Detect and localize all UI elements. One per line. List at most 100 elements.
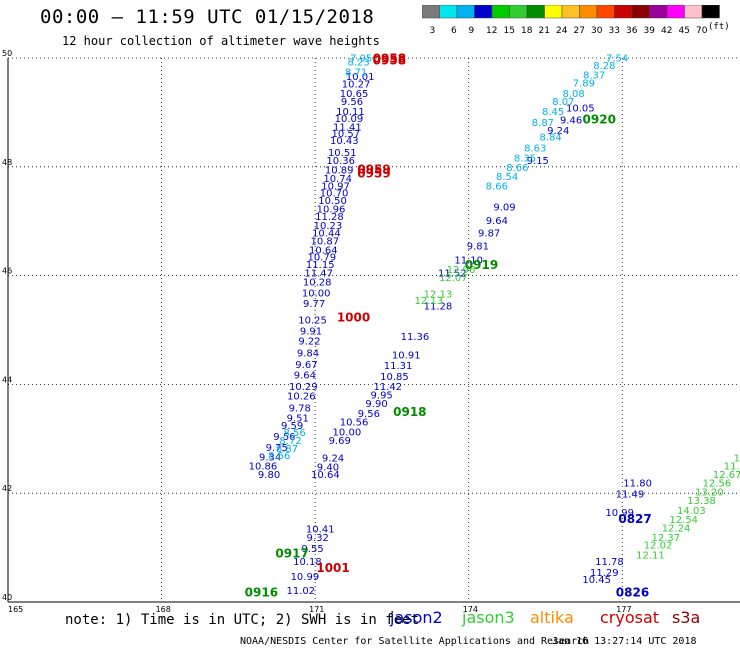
data-point-label: 10.89 [325, 165, 354, 176]
chart-subtitle: 12 hour collection of altimeter wave hei… [62, 34, 380, 48]
data-point-label: 10.29 [289, 382, 318, 393]
data-point-label: 11.15 [306, 260, 335, 271]
data-point-label: 9.90 [365, 399, 387, 410]
x-tick-label: 171 [309, 605, 324, 614]
data-point-label: 10.91 [392, 350, 421, 361]
colorbar-label: 24 [556, 26, 568, 36]
data-point-label: 11.80 [623, 479, 652, 490]
data-point-label: 10.25 [298, 315, 327, 326]
data-point-label: 11.42 [374, 382, 403, 393]
data-point-label: 8.37 [583, 71, 605, 82]
pass-time-annotation: 0826 [616, 586, 649, 600]
data-point-label: 9.34 [259, 453, 281, 464]
pass-time-annotation: 0920 [583, 112, 616, 126]
x-tick-label: 177 [616, 605, 631, 614]
colorbar-label: 70 [696, 26, 708, 36]
data-point-label: 8.23 [348, 58, 370, 69]
y-tick-label: 48 [2, 158, 12, 167]
data-point-label: 10.43 [330, 136, 359, 147]
data-point-label: 9.64 [486, 216, 508, 227]
data-point-label: 12.96 [447, 265, 476, 276]
data-point-label: 10.85 [380, 372, 409, 383]
data-point-label: 9.95 [371, 391, 393, 402]
data-point-label: 9.67 [295, 360, 317, 371]
data-point-label: 13.20 [695, 487, 724, 498]
data-point-label: 9.22 [298, 337, 320, 348]
colorbar-label: 18 [521, 26, 533, 36]
colorbar-unit: (ft) [708, 22, 730, 32]
colorbar-label: 6 [451, 26, 457, 36]
legend-jason3: jason3 [462, 608, 515, 627]
data-point-label: 8.45 [542, 107, 564, 118]
data-point-label: 9.78 [289, 404, 311, 415]
data-point-label: 10.86 [249, 461, 278, 472]
data-point-label: 10.65 [340, 89, 369, 100]
colorbar-label: 36 [626, 26, 638, 36]
y-tick-label: 46 [2, 267, 12, 276]
data-point-label: 10.56 [340, 418, 369, 429]
pass-time-annotation: 0959 [357, 167, 390, 181]
data-point-label: 9.56 [358, 409, 380, 420]
data-point-label: 10.87 [311, 237, 340, 248]
data-point-label: 8.71 [345, 67, 367, 78]
data-point-label: 10.09 [335, 114, 364, 125]
pass-time-annotation: 1000 [337, 310, 370, 324]
data-point-label: 10.57 [332, 129, 361, 140]
data-point-label: 10.18 [293, 557, 322, 568]
data-point-label: 9.56 [341, 97, 363, 108]
x-tick-label: 168 [156, 605, 171, 614]
pass-time-annotation: 0916 [245, 586, 278, 600]
data-point-label: 8.63 [524, 144, 546, 155]
pass-time-annotation: 0917 [275, 546, 308, 560]
data-point-label: 9.56 [273, 432, 295, 443]
data-point-label: 12.07 [439, 273, 468, 284]
colorbar-label: 12 [486, 26, 497, 36]
pass-time-annotation: 0958 [373, 51, 406, 65]
data-point-label: 10.99 [605, 508, 634, 519]
data-point-label: 11.78 [595, 557, 624, 568]
data-point-label: 12.13 [424, 289, 453, 300]
data-point-label: 10.45 [582, 575, 611, 586]
x-tick-label: 165 [8, 605, 23, 614]
data-point-label: 13 [734, 454, 740, 465]
data-point-label: 8.56 [284, 428, 306, 439]
colorbar-label: 27 [574, 26, 585, 36]
data-point-label: 10.51 [328, 148, 357, 159]
data-point-label: 12.13 [414, 296, 443, 307]
data-point-label: 9.91 [300, 326, 322, 337]
data-point-label: 12.37 [651, 533, 680, 544]
data-point-label: 13.38 [687, 496, 716, 507]
data-point-label: 9.51 [287, 413, 309, 424]
data-point-label: 9.15 [527, 156, 549, 167]
data-point-label: 9.55 [301, 544, 323, 555]
colorbar-label: 3 [430, 26, 436, 36]
data-point-label: 9.77 [303, 299, 325, 310]
data-point-label: 8.56 [268, 451, 290, 462]
data-point-label: 10.50 [318, 196, 347, 207]
data-point-label: 10.00 [333, 428, 362, 439]
data-point-label: 10.70 [320, 189, 349, 200]
data-point-label: 10.79 [307, 252, 336, 263]
generated-timestamp: Jan 16 13:27:14 UTC 2018 [552, 636, 697, 647]
data-point-label: 8.66 [486, 182, 508, 193]
colorbar-label: 42 [661, 26, 672, 36]
data-point-label: 12.54 [669, 515, 698, 526]
pass-time-annotation: 0919 [465, 258, 498, 272]
data-point-label: 8.87 [532, 118, 554, 129]
data-point-label: 9.87 [478, 228, 500, 239]
y-tick-label: 44 [2, 375, 12, 384]
y-tick-label: 40 [2, 593, 12, 602]
colorbar-label: 9 [469, 26, 475, 36]
colorbar-label: 21 [539, 26, 550, 36]
data-point-label: 10.00 [302, 288, 331, 299]
data-point-label: 11.49 [616, 490, 645, 501]
chart-title: 00:00 – 11:59 UTC 01/15/2018 [40, 6, 375, 28]
data-point-label: 7.89 [573, 78, 595, 89]
data-point-label: 8.54 [496, 172, 518, 183]
data-point-label: 8.72 [279, 436, 301, 447]
data-point-label: 10.27 [342, 79, 371, 90]
data-point-label: 11.29 [590, 568, 619, 579]
data-point-label: 8.35 [514, 153, 536, 164]
pass-time-annotation: 0918 [393, 405, 426, 419]
data-point-label: 14.03 [677, 506, 706, 517]
